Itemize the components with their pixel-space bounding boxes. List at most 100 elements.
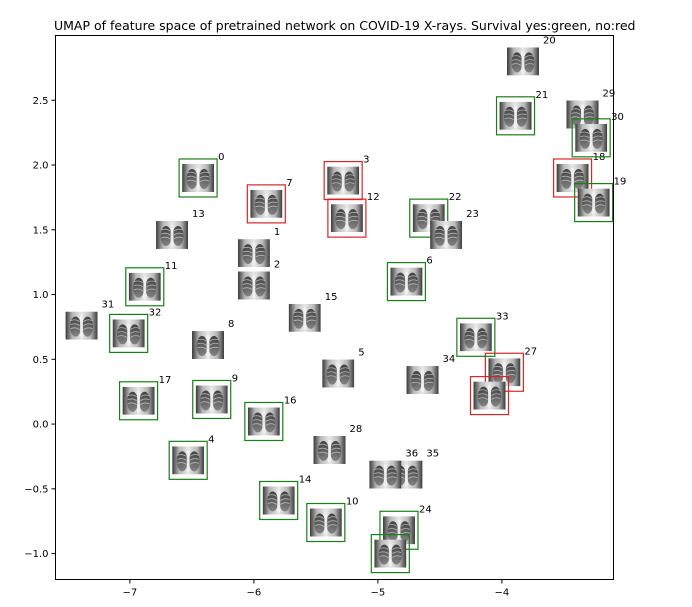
data-point: 9 bbox=[192, 373, 238, 420]
data-point: 19 bbox=[574, 177, 627, 223]
survival-marker bbox=[118, 381, 159, 421]
survival-marker bbox=[370, 533, 410, 574]
point-label: 20 bbox=[543, 35, 556, 46]
point-label: 14 bbox=[299, 474, 312, 485]
survival-marker bbox=[456, 317, 496, 357]
y-tick-label: 0.0 bbox=[33, 420, 49, 431]
chart-title: UMAP of feature space of pretrained netw… bbox=[54, 18, 635, 33]
xray-thumbnail bbox=[156, 220, 189, 249]
point-label: 21 bbox=[536, 90, 549, 101]
xray-thumbnail bbox=[65, 311, 98, 340]
point-label: 12 bbox=[367, 192, 380, 203]
survival-marker bbox=[571, 118, 611, 158]
point-label: 10 bbox=[346, 497, 359, 508]
point-label: 22 bbox=[449, 192, 462, 203]
survival-marker bbox=[246, 184, 286, 224]
survival-marker bbox=[109, 313, 149, 354]
survival-marker bbox=[168, 440, 208, 480]
survival-marker bbox=[306, 502, 346, 543]
data-point: 34 bbox=[406, 354, 456, 395]
point-label: 17 bbox=[159, 375, 172, 386]
point-label: 7 bbox=[286, 178, 292, 189]
data-point: 30 bbox=[571, 112, 624, 158]
data-point: 12 bbox=[327, 192, 380, 238]
point-label: 28 bbox=[350, 424, 363, 435]
point-label: 24 bbox=[419, 504, 432, 515]
xray-thumbnail bbox=[237, 239, 270, 268]
point-label: 8 bbox=[228, 319, 234, 330]
data-point: 33 bbox=[456, 311, 509, 357]
data-point: 15 bbox=[288, 292, 337, 332]
data-point: 10 bbox=[306, 497, 359, 543]
data-point: 3 bbox=[323, 155, 370, 201]
data-point: 31 bbox=[65, 300, 114, 340]
xray-thumbnail bbox=[237, 271, 270, 300]
data-point: 22 bbox=[409, 192, 462, 238]
survival-marker bbox=[495, 96, 536, 136]
xray-thumbnail bbox=[122, 386, 155, 415]
data-point: 2 bbox=[237, 259, 280, 300]
point-label: 16 bbox=[284, 395, 297, 406]
xray-thumbnail bbox=[288, 303, 321, 332]
point-label: 6 bbox=[426, 256, 432, 267]
data-point: 32 bbox=[109, 307, 162, 354]
xray-thumbnail bbox=[506, 47, 539, 76]
data-point: 8 bbox=[192, 319, 234, 360]
point-label: 13 bbox=[192, 209, 205, 220]
point-label: 0 bbox=[218, 152, 224, 163]
xray-thumbnail bbox=[577, 188, 610, 217]
xray-thumbnail bbox=[406, 366, 439, 395]
data-point: 18 bbox=[552, 152, 605, 198]
y-tick-label: 0.5 bbox=[33, 355, 49, 366]
point-label: 19 bbox=[614, 177, 627, 188]
survival-marker bbox=[386, 261, 427, 302]
y-axis: −1.0 −0.5 0.0 0.5 1.0 1.5 2.0 2.5 bbox=[24, 96, 56, 560]
xray-thumbnail bbox=[330, 204, 363, 233]
data-point: 4 bbox=[168, 434, 215, 480]
x-tick-label: −4 bbox=[495, 588, 510, 599]
survival-marker bbox=[552, 158, 593, 198]
data-point: 20 bbox=[506, 35, 556, 76]
survival-marker bbox=[327, 198, 367, 238]
survival-marker bbox=[178, 158, 218, 198]
y-tick-label: −0.5 bbox=[24, 484, 48, 495]
xray-thumbnail bbox=[390, 267, 423, 296]
xray-thumbnail bbox=[309, 508, 342, 537]
points-layer: 0123456789101112131415161718192021222324… bbox=[65, 35, 627, 574]
xray-thumbnail bbox=[369, 460, 402, 489]
point-label: 3 bbox=[363, 155, 369, 166]
data-point: 11 bbox=[125, 261, 178, 307]
point-label: 35 bbox=[426, 449, 439, 460]
xray-thumbnail bbox=[128, 272, 161, 301]
data-point bbox=[370, 533, 410, 574]
x-tick-label: −6 bbox=[247, 588, 262, 599]
point-label: 4 bbox=[208, 434, 214, 445]
survival-marker bbox=[574, 182, 614, 223]
point-label: 11 bbox=[165, 261, 178, 272]
xray-thumbnail bbox=[575, 123, 608, 152]
xray-thumbnail bbox=[250, 189, 283, 218]
point-label: 32 bbox=[149, 307, 162, 318]
y-tick-label: 1.0 bbox=[33, 290, 49, 301]
data-point: 29 bbox=[566, 89, 616, 129]
point-label: 30 bbox=[611, 112, 624, 123]
data-point: 7 bbox=[246, 178, 293, 224]
xray-thumbnail bbox=[192, 331, 225, 360]
xray-thumbnail bbox=[172, 446, 205, 475]
data-point: 36 bbox=[369, 449, 418, 489]
data-point: 21 bbox=[495, 90, 549, 136]
xray-thumbnail bbox=[247, 407, 280, 436]
xray-thumbnail bbox=[430, 220, 463, 249]
point-label: 29 bbox=[603, 89, 616, 100]
point-label: 34 bbox=[443, 354, 456, 365]
xray-thumbnail bbox=[374, 539, 407, 568]
data-point: 1 bbox=[237, 227, 280, 268]
xray-thumbnail bbox=[195, 385, 228, 414]
point-label: 27 bbox=[524, 346, 537, 357]
xray-thumbnail bbox=[262, 486, 295, 515]
xray-thumbnail bbox=[112, 319, 145, 348]
xray-thumbnail bbox=[327, 166, 360, 195]
survival-marker bbox=[192, 379, 232, 420]
x-axis: −7 −6 −5 −4 bbox=[123, 579, 510, 599]
point-label: 9 bbox=[232, 373, 238, 384]
